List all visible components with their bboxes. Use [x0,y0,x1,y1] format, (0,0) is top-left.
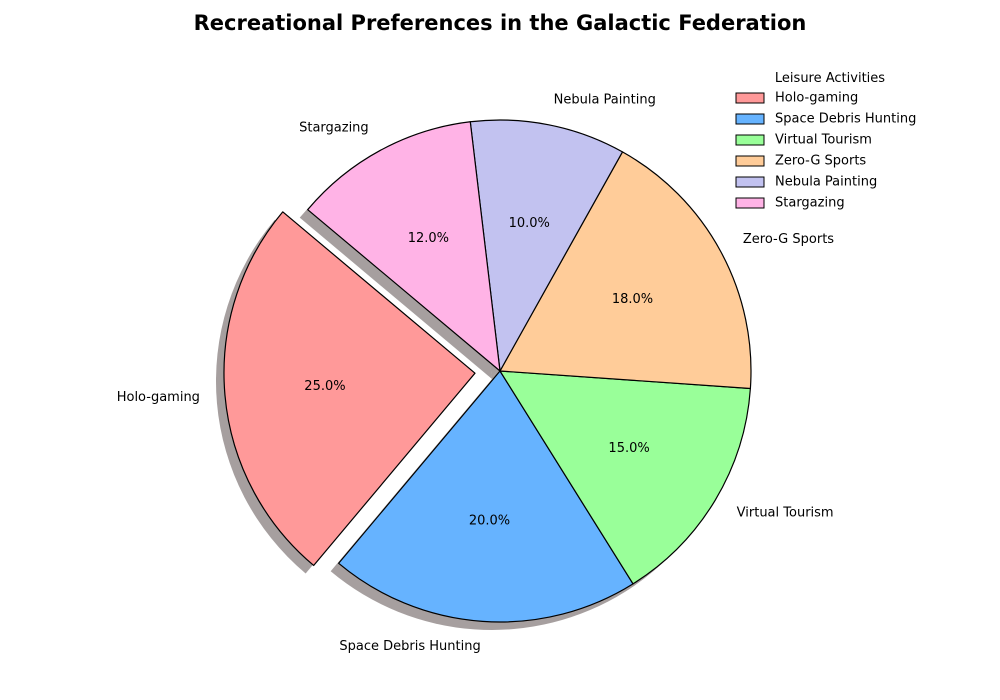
chart-title: Recreational Preferences in the Galactic… [194,11,807,35]
pie-slice-space-debris-hunting [338,370,634,623]
percent-label-stargazing: 12.0% [408,231,449,246]
percent-label-zero-g-sports: 18.0% [612,292,653,307]
pie-slice-nebula-painting [469,119,624,372]
slice-labels: Holo-gaming Space Debris Hunting Virtual T… [117,93,835,654]
slice-label-nebula-painting: Nebula Painting [554,93,656,108]
legend-label-holo-gaming: Holo-gaming [775,91,858,106]
legend-swatch-virtual-tourism [735,134,765,146]
legend-swatch-zero-g-sports [735,155,765,167]
legend-swatch-nebula-painting [735,176,765,188]
pie-slice-holo-gaming [223,211,476,567]
legend-label-stargazing: Stargazing [775,196,845,211]
legend-swatch-holo-gaming [735,92,765,104]
percent-label-holo-gaming: 25.0% [304,379,345,394]
slice-label-space-debris-hunting: Space Debris Hunting [339,639,480,654]
percent-label-virtual-tourism: 15.0% [608,441,649,456]
legend-label-zero-g-sports: Zero-G Sports [775,154,866,169]
legend: Leisure Activities Holo-gaming Space Debr… [735,71,916,211]
legend-label-virtual-tourism: Virtual Tourism [775,133,872,148]
pie-slices [223,119,752,623]
slice-label-virtual-tourism: Virtual Tourism [737,506,834,521]
pie-slice-stargazing [307,121,501,372]
percent-labels: 25.0% 20.0% 15.0% 18.0% 10.0% 12.0% [304,216,653,529]
legend-title: Leisure Activities [775,71,885,86]
pie-slice-virtual-tourism [499,370,751,585]
legend-label-space-debris-hunting: Space Debris Hunting [775,112,916,127]
percent-label-space-debris-hunting: 20.0% [469,514,510,529]
pie-slice-zero-g-sports [499,151,752,390]
legend-swatch-stargazing [735,197,765,209]
slice-label-stargazing: Stargazing [299,121,369,136]
legend-swatch-space-debris-hunting [735,113,765,125]
legend-label-nebula-painting: Nebula Painting [775,175,877,190]
slice-label-zero-g-sports: Zero-G Sports [743,232,834,247]
percent-label-nebula-painting: 10.0% [509,216,550,231]
slice-label-holo-gaming: Holo-gaming [117,390,200,405]
